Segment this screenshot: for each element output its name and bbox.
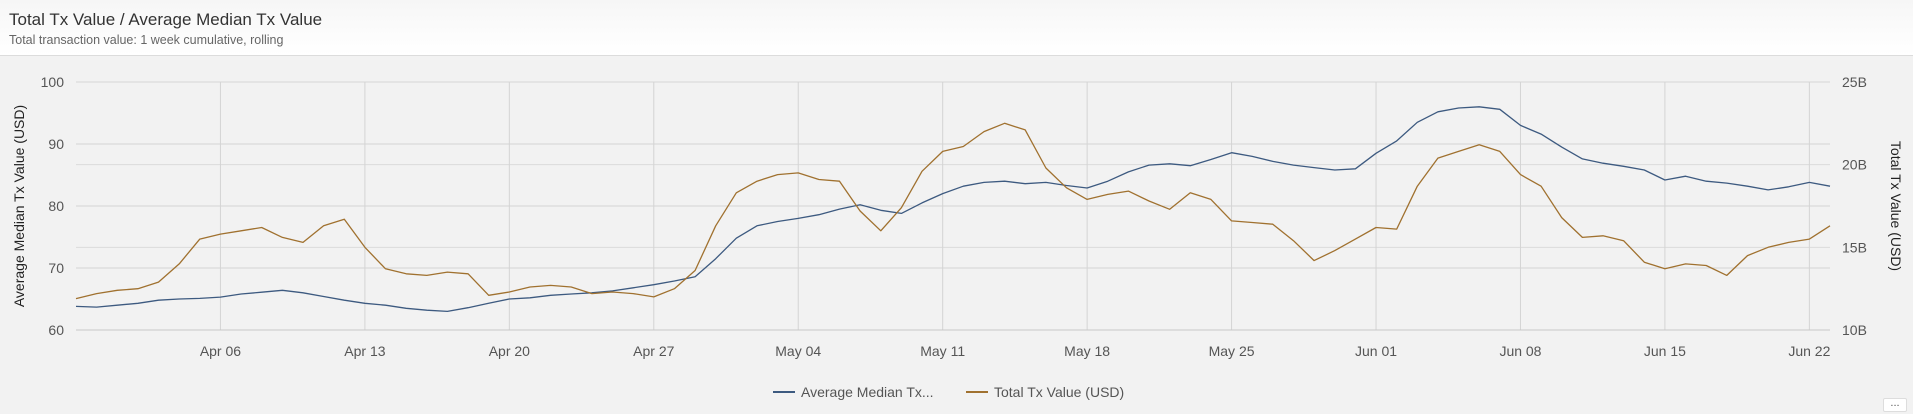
- y-left-tick-label: 90: [48, 136, 64, 152]
- x-tick-label: Jun 01: [1355, 343, 1397, 359]
- y-left-tick-label: 70: [48, 260, 64, 276]
- x-tick-label: May 04: [775, 343, 821, 359]
- y-left-axis-title: Average Median Tx Value (USD): [11, 105, 27, 307]
- series-layer: [75, 106, 1831, 313]
- x-tick-label: Apr 06: [200, 343, 241, 359]
- y-left-tick-label: 80: [48, 198, 64, 214]
- x-tick-label: May 25: [1209, 343, 1255, 359]
- x-tick-label: May 18: [1064, 343, 1110, 359]
- x-tick-label: Apr 27: [633, 343, 674, 359]
- chart-subtitle: Total transaction value: 1 week cumulati…: [9, 33, 284, 47]
- x-tick-label: Apr 13: [344, 343, 385, 359]
- dual-axis-line-chart: 60 70 80 90 100 10B 15B 20B 25B Apr 06 Apr 13 Apr 2…: [11, 74, 1904, 400]
- series-line-total-tx-value: [75, 122, 1831, 300]
- y-right-axis-title: Total Tx Value (USD): [1888, 141, 1904, 271]
- y-left-tick-label: 100: [41, 74, 65, 90]
- y-right-tick-label: 20B: [1842, 157, 1867, 173]
- series-line-average-median-tx-value: [75, 106, 1831, 313]
- x-tick-label: Jun 15: [1644, 343, 1686, 359]
- legend-item-total-tx-value-label: Total Tx Value (USD): [994, 384, 1124, 400]
- y-right-tick-label: 25B: [1842, 74, 1867, 90]
- x-tick-label: May 11: [920, 343, 965, 359]
- grid-layer: [76, 81, 1830, 331]
- chart-menu-button[interactable]: ...: [1883, 398, 1907, 412]
- y-left-tick-label: 60: [48, 322, 64, 338]
- legend-item-average-median-label: Average Median Tx...: [801, 384, 934, 400]
- chart-header: Total Tx Value / Average Median Tx Value…: [0, 0, 1913, 56]
- chart-title: Total Tx Value / Average Median Tx Value: [9, 10, 323, 29]
- x-tick-label: Jun 08: [1499, 343, 1541, 359]
- legend-layer: Average Median Tx... Total Tx Value (USD): [773, 384, 1124, 400]
- y-right-tick-label: 10B: [1842, 322, 1867, 338]
- x-tick-label: Jun 22: [1788, 343, 1830, 359]
- y-right-tick-label: 15B: [1842, 239, 1867, 255]
- axis-layer: 60 70 80 90 100 10B 15B 20B 25B Apr 06 Apr 13 Apr 2…: [11, 74, 1904, 359]
- x-tick-label: Apr 20: [489, 343, 530, 359]
